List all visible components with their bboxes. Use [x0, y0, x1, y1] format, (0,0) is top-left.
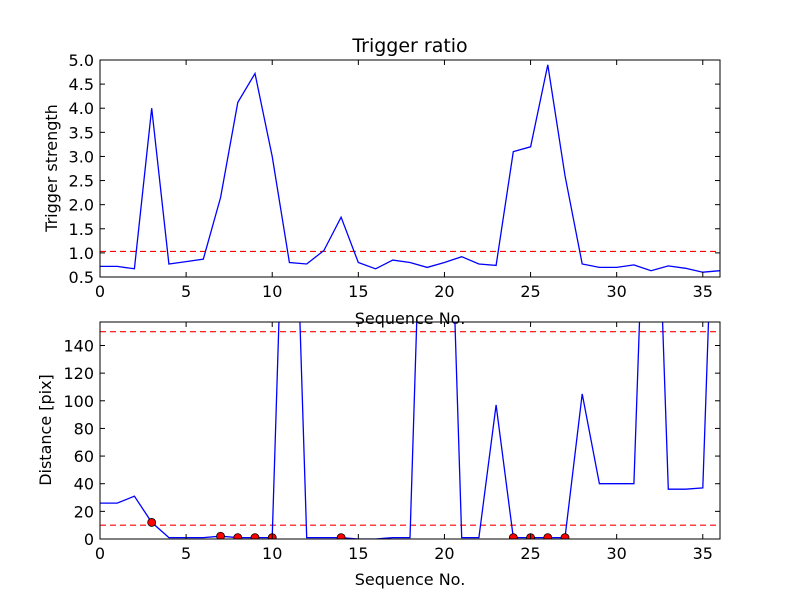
x-tick-label: 25 — [520, 544, 540, 563]
x-tick-label: 5 — [181, 544, 191, 563]
y-tick-label: 60 — [74, 447, 94, 466]
x-tick-label: 30 — [606, 544, 626, 563]
y-tick-label: 5.0 — [69, 51, 94, 70]
y-tick-label: 3.5 — [69, 123, 94, 142]
plot-frame — [99, 321, 721, 540]
data-point-marker — [560, 533, 570, 539]
y-tick-label: 1.0 — [69, 244, 94, 263]
x-axis-label: Sequence No. — [355, 309, 466, 328]
x-tick-label: 0 — [95, 282, 105, 301]
x-tick-label: 15 — [348, 544, 368, 563]
x-tick-label: 0 — [95, 544, 105, 563]
y-tick-label: 100 — [63, 392, 94, 411]
x-tick-label: 30 — [606, 282, 626, 301]
y-tick-label: 4.0 — [69, 99, 94, 118]
y-tick-label: 1.5 — [69, 220, 94, 239]
x-axis-label: Sequence No. — [355, 570, 466, 589]
distance-panel: 0 5 10 15 20 25 30 35 0 20 40 60 80 100 120 140 Sequenc… — [36, 321, 721, 589]
y-tick-label: 20 — [74, 502, 94, 521]
x-tick-label: 10 — [262, 282, 282, 301]
data-point-marker — [250, 533, 260, 539]
data-point-marker — [336, 533, 346, 539]
data-point-marker — [508, 533, 518, 539]
data-point-marker — [147, 518, 157, 527]
y-tick-label: 3.0 — [69, 147, 94, 166]
y-tick-label: 2.5 — [69, 172, 94, 191]
x-tick-label: 35 — [693, 544, 713, 563]
y-axis-label: Trigger strength — [42, 104, 61, 233]
x-tick-label: 25 — [520, 282, 540, 301]
chart-title: Trigger ratio — [351, 35, 467, 57]
plot-frame — [99, 59, 721, 278]
y-tick-label: 2.0 — [69, 196, 94, 215]
y-tick-label: 40 — [74, 475, 94, 494]
series-line — [100, 322, 710, 539]
y-tick-label: 4.5 — [69, 75, 94, 94]
data-point-marker — [543, 533, 553, 539]
data-point-marker — [216, 531, 225, 539]
y-axis-label: Distance [pix] — [36, 374, 55, 486]
y-tick-label: 140 — [63, 336, 94, 355]
x-tick-label: 20 — [434, 544, 454, 563]
x-tick-label: 10 — [262, 544, 282, 563]
x-tick-label: 35 — [693, 282, 713, 301]
y-tick-label: 0.5 — [69, 268, 94, 287]
series-line — [100, 64, 720, 273]
trigger-ratio-panel: Trigger ratio 0 5 10 15 20 25 30 35 0.5 1.0 1.5 2.0… — [42, 35, 721, 328]
y-tick-label: 80 — [74, 419, 94, 438]
x-tick-label: 15 — [348, 282, 368, 301]
x-tick-label: 20 — [434, 282, 454, 301]
data-point-marker — [233, 533, 243, 539]
y-tick-label: 0 — [84, 530, 94, 549]
x-tick-label: 5 — [181, 282, 191, 301]
y-tick-label: 120 — [63, 364, 94, 383]
